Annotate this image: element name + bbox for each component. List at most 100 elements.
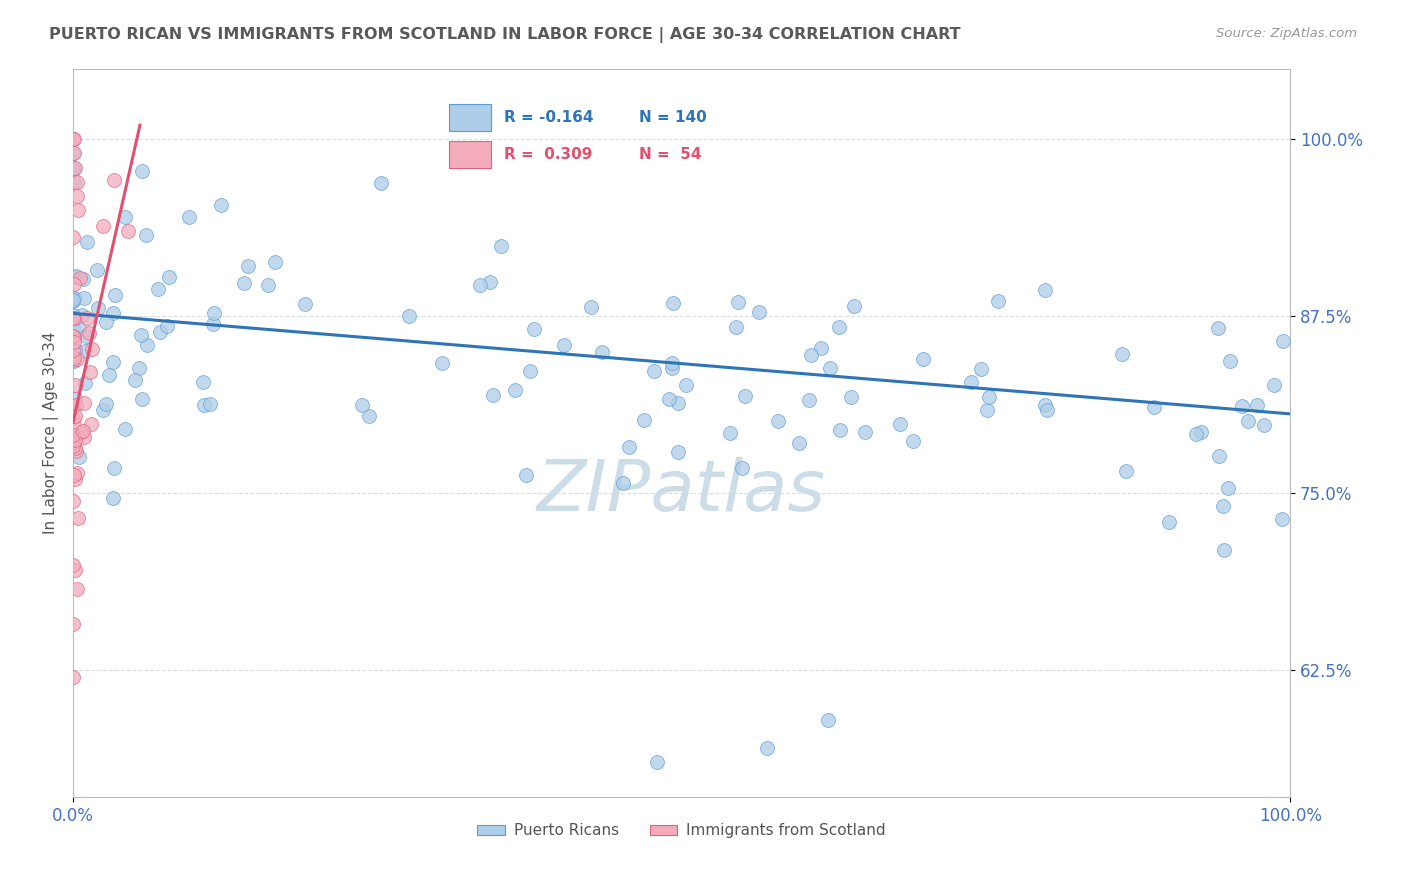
Point [124,373,146,387]
Point [799,392,821,407]
Point [62,162,84,177]
Point [63,563,86,577]
Point [62,146,84,161]
Point [1219,354,1241,368]
Point [66,175,89,189]
Point [666,396,689,410]
Point [828,320,851,334]
Point [146,282,169,296]
Point [357,409,380,423]
Point [661,356,683,370]
Point [976,403,998,417]
Point [66,351,89,366]
Point [1143,400,1166,414]
Point [817,713,839,727]
Point [800,348,823,362]
Point [101,354,124,368]
Point [1208,449,1230,463]
Point [519,364,541,378]
Point [93,219,115,234]
Point [202,317,225,331]
Point [193,398,215,412]
Point [129,328,152,343]
Point [62,352,84,367]
Point [131,164,153,178]
Point [970,362,993,376]
Point [62,329,84,343]
Point [62,616,84,631]
Point [103,173,125,187]
Point [101,491,124,505]
Point [430,356,453,370]
Point [62,132,84,146]
Point [903,434,925,448]
Point [912,351,935,366]
Y-axis label: In Labor Force | Age 30-34: In Labor Force | Age 30-34 [44,332,59,534]
Point [193,375,215,389]
Point [156,319,179,334]
Point [820,360,842,375]
Point [66,202,89,217]
Point [810,342,832,356]
Point [209,197,232,211]
Point [1036,402,1059,417]
Point [128,361,150,376]
Point [62,132,84,146]
Point [97,368,120,382]
Point [842,299,865,313]
Point [645,755,668,769]
Point [136,338,159,352]
Point [94,315,117,329]
Point [79,365,101,379]
Point [1246,398,1268,412]
Point [63,335,86,350]
Point [63,441,86,455]
Point [768,414,790,428]
Point [62,132,84,146]
Point [67,321,90,335]
Point [62,230,84,244]
Point [1237,413,1260,427]
Point [67,450,90,464]
Point [94,397,117,411]
Point [86,263,108,277]
Point [233,276,256,290]
Point [619,440,641,454]
Point [718,425,741,440]
Point [62,428,84,442]
Point [748,305,770,319]
Legend: Puerto Ricans, Immigrants from Scotland: Puerto Ricans, Immigrants from Scotland [471,817,891,845]
Point [72,424,94,438]
Point [63,292,86,306]
Point [591,344,613,359]
Point [72,272,94,286]
Point [149,325,172,339]
Point [1216,481,1239,495]
Point [1253,418,1275,433]
Point [294,297,316,311]
Point [236,259,259,273]
Point [114,422,136,436]
Point [724,320,747,334]
Point [86,301,108,315]
Point [63,146,86,161]
Point [853,425,876,439]
Point [63,343,86,357]
Point [1272,334,1295,348]
Point [62,558,84,572]
Point [658,392,681,406]
Point [661,361,683,376]
Point [960,376,983,390]
Point [731,460,754,475]
Point [63,417,86,431]
Point [62,411,84,425]
Point [977,390,1000,404]
Point [76,310,98,325]
Point [62,294,84,309]
Point [1115,465,1137,479]
Point [1033,283,1056,297]
Point [63,132,86,146]
Point [63,311,86,326]
Point [63,468,86,483]
Point [1212,499,1234,513]
